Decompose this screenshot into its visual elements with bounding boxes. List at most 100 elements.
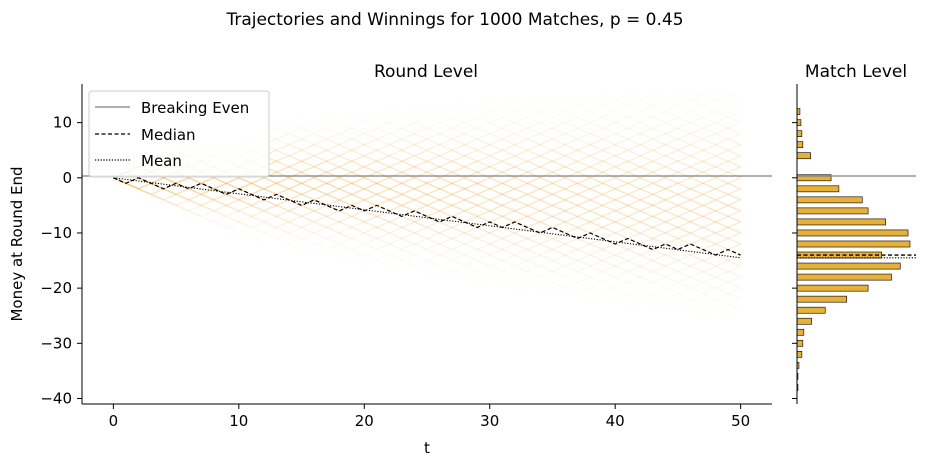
trajectory-step <box>276 204 290 212</box>
trajectory-step <box>539 199 553 207</box>
trajectory-step <box>727 177 741 184</box>
trajectory-step <box>552 277 565 283</box>
trajectory-step <box>639 215 654 223</box>
trajectory-step <box>702 177 716 184</box>
trajectory-step <box>602 270 616 278</box>
trajectory-step <box>389 266 402 272</box>
trajectory-step <box>665 110 679 118</box>
trajectory-step <box>552 248 566 256</box>
trajectory-step <box>464 177 478 184</box>
trajectory-step <box>652 127 666 135</box>
trajectory-step <box>376 144 390 151</box>
trajectory-step <box>238 221 252 229</box>
trajectory-step <box>326 127 340 135</box>
trajectory-step <box>614 270 629 278</box>
trajectory-step <box>690 254 704 262</box>
trajectory-step <box>552 133 566 140</box>
trajectory-step <box>677 116 691 124</box>
x-tick-label: 40 <box>606 412 625 430</box>
trajectory-step <box>552 106 565 112</box>
trajectory-step <box>501 138 516 146</box>
trajectory-step <box>501 243 516 251</box>
trajectory-step <box>476 188 491 195</box>
trajectory-step <box>665 215 679 223</box>
trajectory-step <box>301 232 315 240</box>
trajectory-step <box>640 294 653 300</box>
trajectory-step <box>702 110 716 118</box>
trajectory-step <box>338 232 353 240</box>
trajectory-step <box>602 138 616 146</box>
trajectory-step <box>464 166 478 173</box>
trajectory-step <box>451 237 465 245</box>
trajectory-step <box>527 155 541 162</box>
trajectory-step <box>426 182 440 190</box>
trajectory-step <box>327 244 340 250</box>
trajectory-step <box>338 199 353 207</box>
trajectory-step <box>476 155 491 162</box>
histogram-bar <box>796 130 803 137</box>
trajectory-step <box>652 155 666 162</box>
trajectory-step <box>665 210 679 218</box>
trajectory-step <box>476 149 491 157</box>
trajectory-step <box>589 155 603 162</box>
trajectory-step <box>276 182 290 190</box>
trajectory-step <box>489 138 503 146</box>
trajectory-step <box>564 116 578 124</box>
trajectory-step <box>301 182 315 190</box>
trajectory-step <box>514 171 528 179</box>
trajectory-step <box>490 272 503 278</box>
trajectory-step <box>288 166 302 173</box>
trajectory-step <box>727 149 741 157</box>
trajectory-step <box>401 133 415 140</box>
trajectory-step <box>715 210 729 218</box>
trajectory-step <box>589 243 603 251</box>
trajectory-step <box>628 101 641 107</box>
trajectory-step <box>502 283 515 289</box>
trajectory-step <box>702 270 716 278</box>
trajectory-step <box>652 265 666 273</box>
trajectory-step <box>339 123 352 129</box>
trajectory-step <box>627 276 641 284</box>
trajectory-step <box>639 188 654 195</box>
trajectory-step <box>238 199 252 207</box>
trajectory-step <box>326 155 340 162</box>
trajectory-step <box>414 199 428 207</box>
trajectory-step <box>552 221 566 229</box>
trajectory-step <box>150 188 164 195</box>
trajectory-step <box>502 277 515 283</box>
trajectory-step <box>539 116 553 124</box>
trajectory-step <box>652 193 666 201</box>
trajectory-step <box>439 133 453 140</box>
trajectory-step <box>414 221 428 229</box>
trajectory-step <box>514 166 528 173</box>
trajectory-step <box>639 166 654 173</box>
trajectory-step <box>602 160 616 168</box>
trajectory-step <box>727 293 741 300</box>
trajectory-step <box>389 106 402 112</box>
trajectory-step <box>288 215 302 223</box>
trajectory-step <box>213 177 227 184</box>
trajectory-step <box>452 101 465 107</box>
trajectory-step <box>426 237 440 245</box>
trajectory-step <box>439 254 453 262</box>
trajectory-step <box>225 193 240 201</box>
trajectory-step <box>614 133 629 140</box>
trajectory-step <box>476 182 491 190</box>
trajectory-step <box>690 287 704 295</box>
trajectory-step <box>426 171 440 179</box>
trajectory-step <box>590 101 603 107</box>
trajectory-step <box>715 281 729 289</box>
trajectory-step <box>702 237 716 245</box>
trajectory-step <box>138 188 152 195</box>
trajectory-step <box>501 149 516 157</box>
trajectory-step <box>665 294 678 300</box>
trajectory-step <box>363 188 378 195</box>
trajectory-step <box>489 182 503 190</box>
trajectory-step <box>690 116 704 124</box>
x-tick-label: 10 <box>229 412 248 430</box>
trajectory-step <box>552 182 566 190</box>
trajectory-step <box>639 232 654 240</box>
trajectory-step <box>489 155 503 162</box>
trajectory-step <box>414 138 428 146</box>
trajectory-step <box>351 221 365 229</box>
